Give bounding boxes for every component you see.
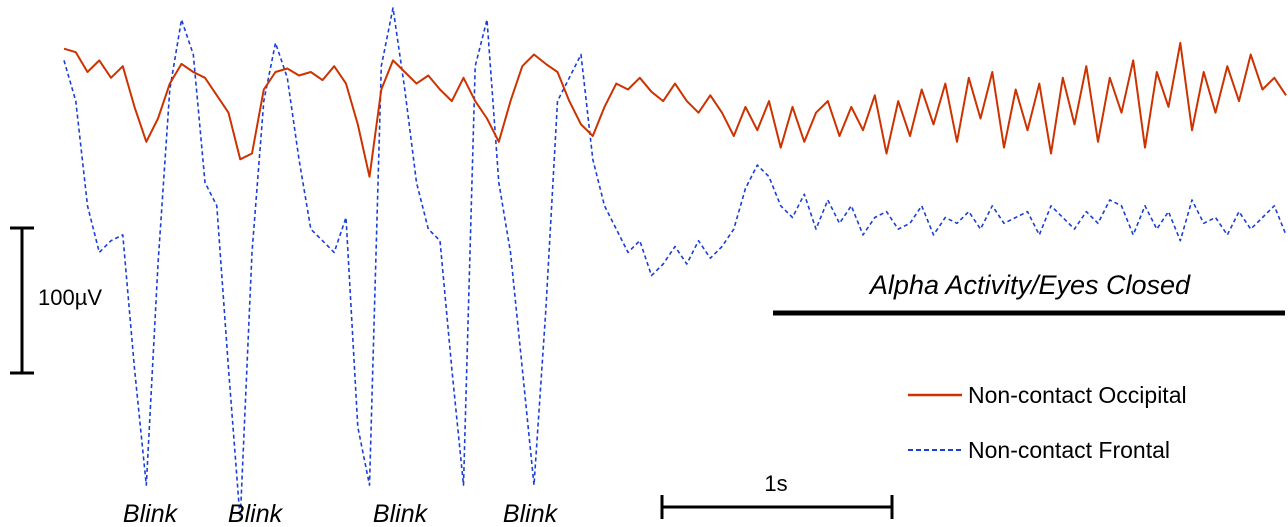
series-line-occipital bbox=[63, 41, 1287, 178]
series-layer bbox=[63, 7, 1287, 521]
blink-label-4: Blink bbox=[503, 500, 559, 527]
blink-label-1: Blink bbox=[123, 500, 179, 527]
blink-label-3: Blink bbox=[373, 500, 429, 527]
legend-label-occipital: Non-contact Occipital bbox=[968, 382, 1187, 408]
time-scale-bar: 1s bbox=[660, 471, 894, 519]
voltage-scale-label: 100µV bbox=[38, 285, 102, 310]
voltage-scale-bar: 100µV bbox=[10, 226, 102, 375]
legend-label-frontal: Non-contact Frontal bbox=[968, 437, 1170, 463]
alpha-annotation: Alpha Activity/Eyes Closed bbox=[773, 270, 1285, 316]
time-scale-label: 1s bbox=[764, 471, 787, 496]
legend: Non-contact Occipital Non-contact Fronta… bbox=[908, 382, 1187, 463]
series-line-frontal bbox=[63, 7, 1287, 521]
blink-label-2: Blink bbox=[228, 500, 284, 527]
alpha-label: Alpha Activity/Eyes Closed bbox=[868, 270, 1191, 300]
